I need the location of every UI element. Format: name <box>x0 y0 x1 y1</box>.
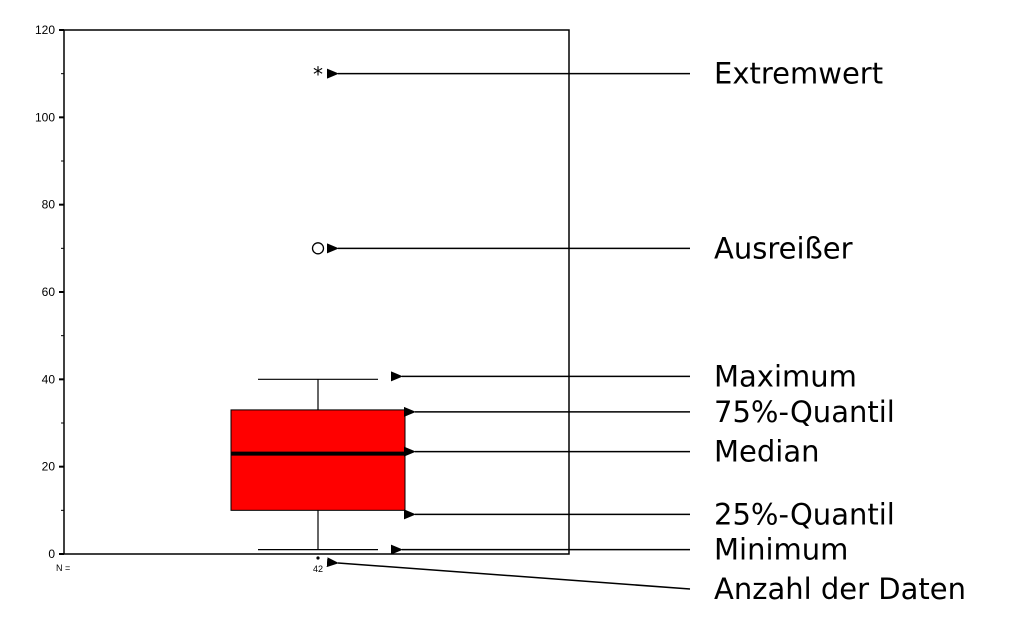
category-tick <box>316 556 320 560</box>
y-tick-label: 60 <box>42 285 56 299</box>
outlier-point <box>311 242 325 255</box>
annotation-count: Anzahl der Daten <box>714 572 966 606</box>
n-label: N = <box>56 563 70 573</box>
y-tick-label: 40 <box>42 372 56 386</box>
iqr-box <box>230 409 406 511</box>
n-value: 42 <box>313 564 323 574</box>
arrow-count <box>326 557 691 590</box>
y-tick-label: 20 <box>42 460 56 474</box>
annotation-minimum: Minimum <box>714 533 848 567</box>
y-tick-label: 0 <box>48 547 55 561</box>
annotation-median: Median <box>714 435 819 469</box>
y-tick-label: 80 <box>42 198 56 212</box>
annotation-q3: 75%-Quantil <box>714 395 895 429</box>
annotation-q1: 25%-Quantil <box>714 497 895 531</box>
extreme-point: * <box>313 63 323 87</box>
y-tick-label: 100 <box>35 110 55 124</box>
annotation-extreme: Extremwert <box>714 57 883 91</box>
annotation-maximum: Maximum <box>714 359 857 393</box>
annotation-outlier: Ausreißer <box>714 231 853 265</box>
y-tick-label: 120 <box>35 23 55 37</box>
